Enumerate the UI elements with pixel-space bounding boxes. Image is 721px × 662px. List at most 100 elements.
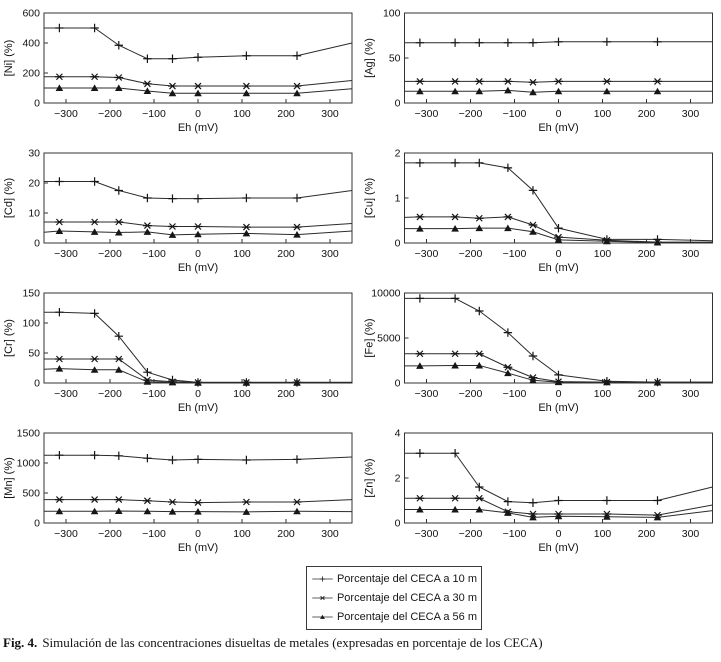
svg-text:0: 0 [195, 248, 201, 260]
svg-text:100: 100 [383, 8, 401, 20]
legend-label: Porcentaje del CECA a 56 m [336, 610, 477, 623]
svg-text:10: 10 [28, 208, 40, 220]
series-line [404, 497, 713, 516]
series-line [44, 181, 353, 200]
svg-text:[Zn] (%): [Zn] (%) [364, 458, 376, 497]
svg-text:0: 0 [395, 518, 401, 530]
asterisk-marker-icon [312, 595, 333, 601]
svg-text:−300: −300 [54, 388, 78, 400]
chart-canvas: 0 5000 10000 −300 −200 −100 0 100 200 300 Eh (mV) [… [364, 288, 713, 414]
series-line [404, 216, 713, 243]
series-line [404, 509, 713, 518]
svg-text:0: 0 [556, 388, 562, 400]
series-line [44, 76, 353, 87]
svg-text:300: 300 [682, 248, 700, 260]
svg-text:−100: −100 [142, 108, 166, 120]
svg-text:Eh (mV): Eh (mV) [538, 542, 578, 554]
chart-canvas: 0 10 20 30 −300 −200 −100 0 100 200 300 Eh (mV) [Cd]… [3, 148, 353, 274]
chart-canvas: 0 50 100 150 −300 −200 −100 0 100 200 300 Eh (mV) [C… [3, 288, 353, 414]
svg-text:Eh (mV): Eh (mV) [538, 122, 578, 134]
chart-canvas: 0 1 2 −300 −200 −100 0 100 200 300 Eh (mV) [Cu] (%) [364, 148, 713, 274]
svg-text:−300: −300 [54, 528, 78, 540]
svg-text:150: 150 [22, 288, 40, 300]
svg-text:100: 100 [594, 528, 612, 540]
svg-text:[Cd] (%): [Cd] (%) [3, 178, 15, 218]
svg-text:−300: −300 [54, 248, 78, 260]
svg-text:Eh (mV): Eh (mV) [178, 122, 218, 134]
svg-text:−200: −200 [459, 388, 483, 400]
svg-text:1: 1 [395, 193, 401, 205]
chart-fe: 0 5000 10000 −300 −200 −100 0 100 200 300 Eh (mV) [… [360, 280, 721, 420]
series-line [404, 162, 713, 242]
svg-text:−200: −200 [459, 248, 483, 260]
svg-text:0: 0 [395, 238, 401, 250]
svg-text:−300: −300 [54, 108, 78, 120]
svg-text:10000: 10000 [371, 288, 400, 300]
svg-text:100: 100 [594, 108, 612, 120]
series-line [44, 27, 353, 60]
svg-text:−100: −100 [503, 388, 527, 400]
series-line [404, 41, 713, 44]
svg-text:300: 300 [321, 108, 339, 120]
series-line [404, 80, 713, 83]
svg-text:[Ni] (%): [Ni] (%) [3, 40, 15, 77]
svg-text:0: 0 [556, 528, 562, 540]
series-line [404, 364, 713, 384]
svg-text:−300: −300 [415, 388, 439, 400]
svg-text:300: 300 [321, 388, 339, 400]
svg-text:2: 2 [395, 473, 401, 485]
chart-mn: 0 500 1000 1500 −300 −200 −100 0 100 200 300 Eh (mV… [0, 420, 360, 560]
svg-text:[Cr] (%): [Cr] (%) [3, 319, 15, 357]
series-line [44, 510, 353, 513]
chart-canvas: 0 500 1000 1500 −300 −200 −100 0 100 200 300 Eh (mV… [3, 428, 353, 554]
svg-text:−200: −200 [98, 108, 122, 120]
series-line [404, 227, 713, 244]
svg-text:200: 200 [638, 108, 656, 120]
svg-text:0: 0 [556, 108, 562, 120]
svg-text:200: 200 [638, 248, 656, 260]
svg-text:−200: −200 [459, 528, 483, 540]
svg-text:1000: 1000 [17, 458, 41, 470]
figure-caption: Fig. 4. Simulación de las concentraciones… [3, 635, 703, 651]
svg-text:0: 0 [395, 378, 401, 390]
svg-text:200: 200 [638, 528, 656, 540]
svg-text:100: 100 [594, 388, 612, 400]
svg-text:200: 200 [277, 248, 295, 260]
series-line [44, 311, 352, 383]
svg-text:0: 0 [195, 388, 201, 400]
legend-label: Porcentaje del CECA a 30 m [336, 591, 477, 604]
svg-text:300: 300 [682, 528, 700, 540]
series-line [44, 221, 353, 228]
svg-text:1500: 1500 [17, 428, 41, 440]
svg-text:200: 200 [638, 388, 656, 400]
svg-text:[Fe] (%): [Fe] (%) [364, 318, 376, 357]
svg-text:2: 2 [395, 148, 401, 160]
svg-text:100: 100 [233, 528, 251, 540]
svg-text:300: 300 [682, 108, 700, 120]
svg-text:Eh (mV): Eh (mV) [538, 402, 578, 414]
series-line [43, 230, 353, 236]
chart-canvas: 0 50 100 −300 −200 −100 0 100 200 300 Eh (mV) [Ag] … [364, 8, 713, 134]
chart-canvas: 0 200 400 600 −300 −200 −100 0 100 200 300 Eh (mV) [… [3, 8, 353, 134]
svg-text:300: 300 [321, 528, 339, 540]
svg-text:−200: −200 [98, 248, 122, 260]
series-line [44, 87, 353, 94]
svg-text:[Ag] (%): [Ag] (%) [364, 38, 376, 78]
svg-text:0: 0 [34, 238, 40, 250]
caption-text: Simulación de las concentraciones disuel… [42, 635, 543, 650]
svg-text:Eh (mV): Eh (mV) [538, 262, 578, 274]
svg-text:0: 0 [195, 528, 201, 540]
charts-grid: 0 200 400 600 −300 −200 −100 0 100 200 300 Eh (mV)[… [0, 0, 721, 560]
svg-text:20: 20 [28, 178, 40, 190]
chart-cd: 0 10 20 30 −300 −200 −100 0 100 200 300 Eh (mV) [Cd]… [0, 140, 360, 280]
series-line [43, 368, 352, 384]
svg-text:Eh (mV): Eh (mV) [178, 262, 218, 274]
svg-text:5000: 5000 [377, 333, 401, 345]
svg-text:30: 30 [28, 148, 40, 160]
svg-text:[Mn] (%): [Mn] (%) [3, 457, 15, 499]
chart-ni: 0 200 400 600 −300 −200 −100 0 100 200 300 Eh (mV) [… [0, 0, 360, 140]
svg-text:600: 600 [22, 8, 40, 20]
legend-item-56m: Porcentaje del CECA a 56 m [311, 611, 477, 623]
svg-text:[Cu] (%): [Cu] (%) [364, 178, 376, 218]
chart-ag: 0 50 100 −300 −200 −100 0 100 200 300 Eh (mV) [Ag] … [360, 0, 721, 140]
